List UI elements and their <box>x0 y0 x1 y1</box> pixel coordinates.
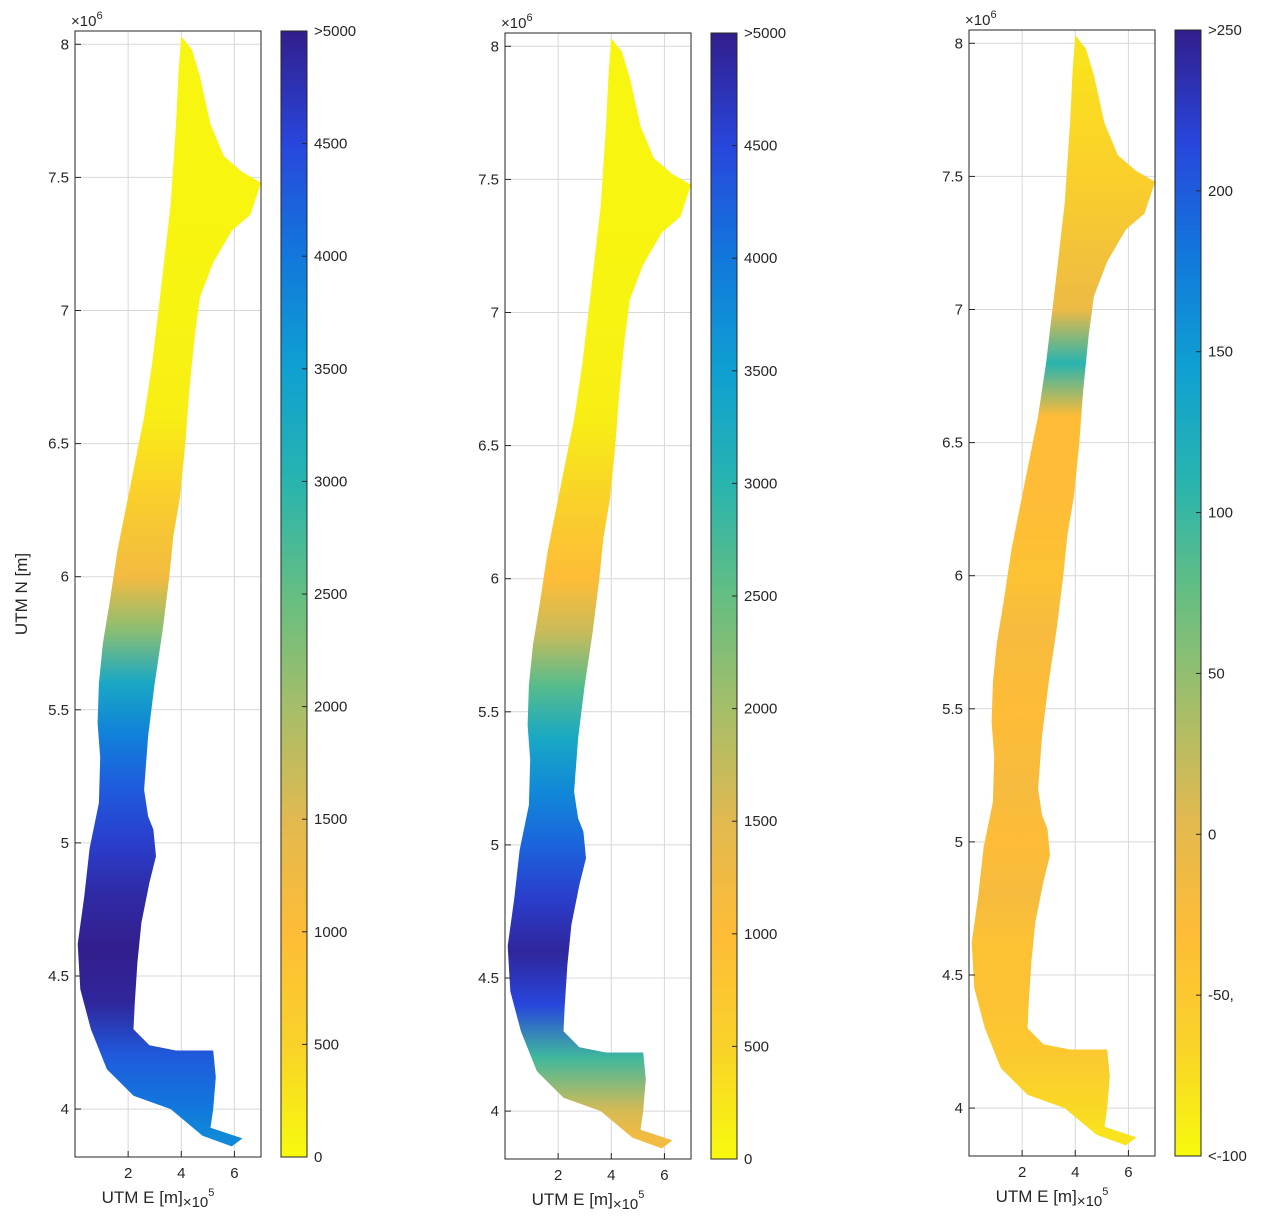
y-tick-label: 6.5 <box>478 438 499 455</box>
colorbar: 0 500 1000 1500 2000 2500 3000 3500 4000 4500 >500… <box>280 23 356 1166</box>
y-tick-label: 6.5 <box>48 436 69 453</box>
y-axis-multiplier: ×106 <box>71 10 103 30</box>
y-tick-label: 6 <box>61 569 69 586</box>
colorbar-tick-label: 1500 <box>744 813 777 830</box>
x-tick-label: 2 <box>124 1165 132 1182</box>
y-tick-label: 4.5 <box>48 968 69 985</box>
colorbar-tick-label: 1000 <box>314 924 347 941</box>
y-tick-label: 7.5 <box>48 169 69 186</box>
x-axis-label: UTM E [m]×105 <box>532 1189 645 1213</box>
y-tick-label: 8 <box>491 38 499 55</box>
y-tick-label: 7.5 <box>942 168 963 185</box>
colorbar-tick-label: <-100 <box>1208 1148 1247 1165</box>
y-tick-label: 4.5 <box>478 970 499 987</box>
y-axis-label: UTM N [m] <box>12 553 31 635</box>
y-tick-label: 5.5 <box>48 702 69 719</box>
y-tick-label: 8 <box>61 36 69 53</box>
x-tick-label: 6 <box>1124 1164 1132 1181</box>
y-tick-label: 6 <box>955 568 963 585</box>
colorbar-tick-label: >5000 <box>744 25 786 42</box>
y-tick-label: 5.5 <box>478 704 499 721</box>
colorbar-tick-label: 50 <box>1208 665 1225 682</box>
x-tick-label: 2 <box>1018 1164 1026 1181</box>
colorbar-tick-label: 1000 <box>744 926 777 943</box>
x-tick-label: 4 <box>607 1167 615 1184</box>
y-tick-label: 4 <box>955 1100 963 1117</box>
colorbar-tick-label: >5000 <box>314 23 356 40</box>
x-tick-label: 4 <box>1071 1164 1079 1181</box>
axes-border <box>74 30 262 1158</box>
y-tick-label: 7.5 <box>478 171 499 188</box>
colorbar-tick-label: 4000 <box>744 250 777 267</box>
x-axis-label: UTM E [m]×105 <box>102 1187 215 1211</box>
axes-border <box>504 32 692 1160</box>
colorbar-tick-label: 0 <box>1208 826 1216 843</box>
chart-panel-1: 2 4 6 4 4.5 5 5.5 6 6.5 7 7.5 8×106 UTM E [m]×105 UTM… <box>12 10 356 1211</box>
chile-map-surface <box>507 38 691 1149</box>
chart-panel-3: 2 4 6 4 4.5 5 5.5 6 6.5 7 7.5 8×106 UTM E [m]×105 <-1… <box>942 9 1247 1210</box>
y-tick-label: 6.5 <box>942 435 963 452</box>
colorbar: <-100 -50, 0 50 100 150 200 >250 <box>1174 22 1247 1165</box>
y-tick-label: 5 <box>955 834 963 851</box>
x-tick-label: 2 <box>554 1167 562 1184</box>
colorbar-tick-label: 0 <box>744 1151 752 1168</box>
y-axis-multiplier: ×106 <box>965 9 997 29</box>
y-tick-label: 5 <box>491 837 499 854</box>
y-tick-label: 7 <box>491 305 499 322</box>
colorbar-bar <box>1174 29 1202 1157</box>
colorbar-tick-label: 3000 <box>744 475 777 492</box>
x-tick-label: 6 <box>230 1165 238 1182</box>
colorbar-tick-label: 4500 <box>314 136 347 153</box>
chile-map-surface <box>971 35 1155 1146</box>
colorbar-tick-label: 2500 <box>314 586 347 603</box>
colorbar-tick-label: 4500 <box>744 138 777 155</box>
x-axis-label: UTM E [m]×105 <box>996 1186 1109 1210</box>
x-tick-label: 4 <box>177 1165 185 1182</box>
colorbar: 0 500 1000 1500 2000 2500 3000 3500 4000 4500 >500… <box>710 25 786 1168</box>
colorbar-tick-label: 500 <box>744 1038 769 1055</box>
colorbar-tick-label: 1500 <box>314 811 347 828</box>
chart-panel-2: 2 4 6 4 4.5 5 5.5 6 6.5 7 7.5 8×106 UTM E [m]×105 0 50… <box>478 12 786 1213</box>
chile-map-surface <box>77 36 261 1147</box>
y-tick-label: 6 <box>491 571 499 588</box>
colorbar-tick-label: 200 <box>1208 183 1233 200</box>
colorbar-tick-label: 2000 <box>314 699 347 716</box>
y-tick-label: 8 <box>955 35 963 52</box>
y-tick-label: 4 <box>61 1101 69 1118</box>
colorbar-tick-label: 2000 <box>744 701 777 718</box>
axes-border <box>968 29 1156 1157</box>
y-axis-multiplier: ×106 <box>501 12 533 32</box>
y-tick-label: 4.5 <box>942 967 963 984</box>
colorbar-tick-label: 0 <box>314 1149 322 1166</box>
y-tick-label: 4 <box>491 1103 499 1120</box>
y-tick-label: 5 <box>61 835 69 852</box>
y-tick-label: 5.5 <box>942 701 963 718</box>
colorbar-tick-label: 2500 <box>744 588 777 605</box>
x-tick-label: 6 <box>660 1167 668 1184</box>
colorbar-tick-label: 3000 <box>314 473 347 490</box>
colorbar-tick-label: 4000 <box>314 248 347 265</box>
colorbar-tick-label: 500 <box>314 1036 339 1053</box>
y-tick-label: 7 <box>955 302 963 319</box>
colorbar-tick-label: 150 <box>1208 344 1233 361</box>
y-tick-label: 7 <box>61 303 69 320</box>
colorbar-tick-label: >250 <box>1208 22 1242 39</box>
colorbar-tick-label: 100 <box>1208 505 1233 522</box>
colorbar-tick-label: 3500 <box>314 361 347 378</box>
colorbar-tick-label: 3500 <box>744 363 777 380</box>
colorbar-tick-label: -50, <box>1208 987 1234 1004</box>
